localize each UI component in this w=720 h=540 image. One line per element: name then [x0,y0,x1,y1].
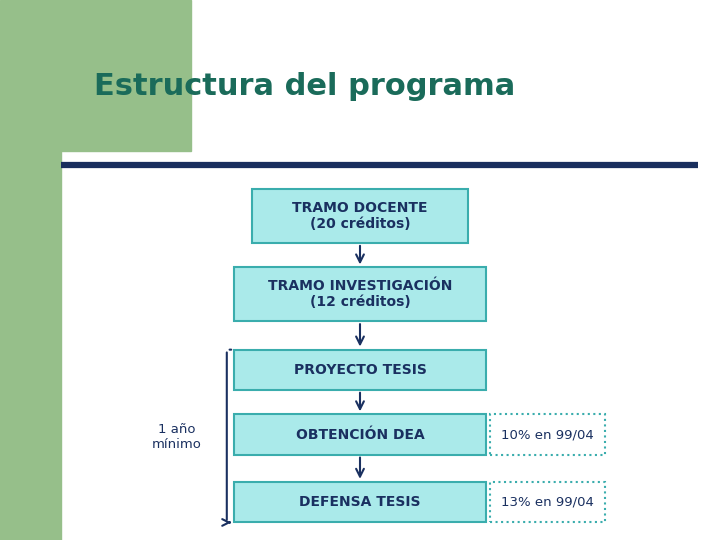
Text: TRAMO INVESTIGACIÓN
(12 créditos): TRAMO INVESTIGACIÓN (12 créditos) [268,279,452,309]
FancyBboxPatch shape [252,189,468,243]
FancyBboxPatch shape [234,267,486,321]
Text: 10% en 99/04: 10% en 99/04 [501,428,593,441]
Text: TRAMO DOCENTE
(20 créditos): TRAMO DOCENTE (20 créditos) [292,201,428,231]
Bar [0,0,61,540]
Text: DEFENSA TESIS: DEFENSA TESIS [300,495,420,509]
FancyBboxPatch shape [234,415,486,455]
Text: 1 año
mínimo: 1 año mínimo [151,423,202,451]
FancyBboxPatch shape [490,415,605,455]
Bar [61,0,191,151]
FancyBboxPatch shape [234,350,486,390]
Text: OBTENCIÓN DEA: OBTENCIÓN DEA [296,428,424,442]
Text: PROYECTO TESIS: PROYECTO TESIS [294,363,426,377]
FancyBboxPatch shape [234,482,486,523]
FancyBboxPatch shape [490,482,605,523]
Text: Estructura del programa: Estructura del programa [94,72,515,101]
Text: 13% en 99/04: 13% en 99/04 [501,496,593,509]
